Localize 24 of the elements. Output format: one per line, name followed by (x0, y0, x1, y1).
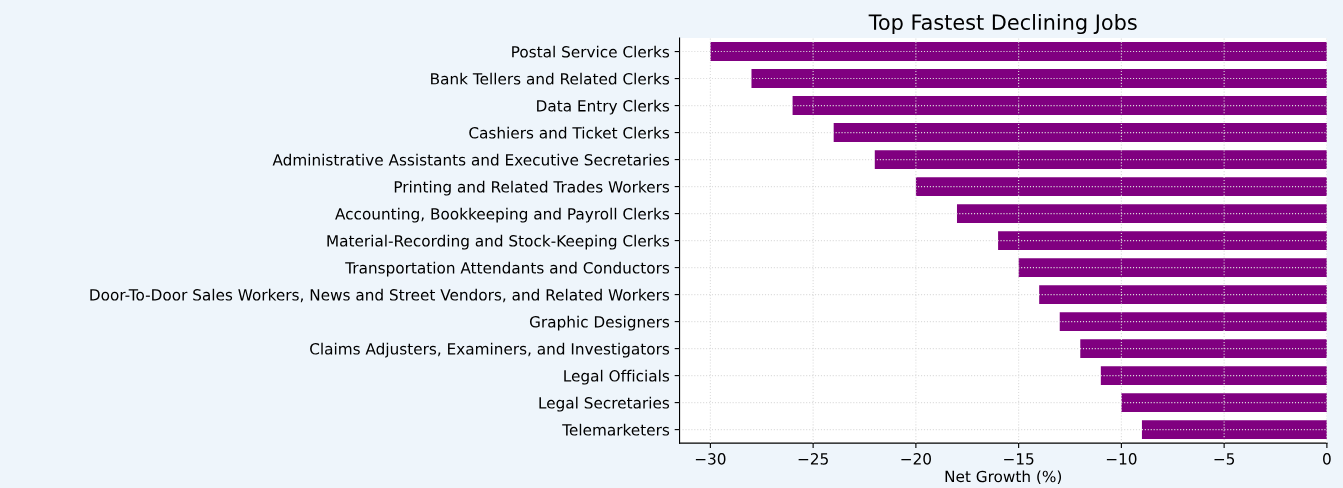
y-tick-label: Claims Adjusters, Examiners, and Investigators (310, 342, 670, 358)
y-tick-label: Bank Tellers and Related Clerks (431, 72, 670, 85)
y-tick-label: Data Entry Clerks (537, 99, 670, 115)
y-tick-label: Cashiers and Ticket Clerks (469, 126, 670, 139)
y-tick-label: Administrative Assistants and Executive Secretaries (272, 153, 670, 166)
y-tick-label: Legal Secretaries (539, 396, 670, 412)
chart-title: Top Fastest Declining Jobs (868, 13, 1137, 35)
x-tick-label: −15 (1004, 453, 1034, 465)
y-tick-label: Graphic Designers (529, 315, 670, 331)
x-tick-label: −5 (1214, 453, 1235, 465)
y-tick-label: Telemarketers (562, 423, 670, 436)
x-tick-label: −20 (901, 453, 931, 465)
y-tick-label: Door-To-Door Sales Workers, News and Street Vendors, and Related Workers (90, 288, 670, 303)
x-tick-label: −30 (695, 453, 726, 465)
x-tick-label: 0 (1323, 453, 1331, 465)
y-tick-label: Transportation Attendants and Conductors (345, 261, 670, 277)
y-tick-label: Postal Service Clerks (512, 45, 670, 58)
x-tick-label: −10 (1106, 453, 1137, 465)
y-tick-label: Accounting, Bookkeeping and Payroll Clerks (335, 207, 670, 223)
x-axis-title: Net Growth (%) (945, 470, 1062, 485)
y-tick-label: Printing and Related Trades Workers (394, 180, 670, 196)
y-tick-label: Legal Officials (564, 369, 670, 385)
x-tick-label: −25 (798, 453, 828, 465)
y-tick-label: Material-Recording and Stock-Keeping Clerks (327, 234, 670, 250)
